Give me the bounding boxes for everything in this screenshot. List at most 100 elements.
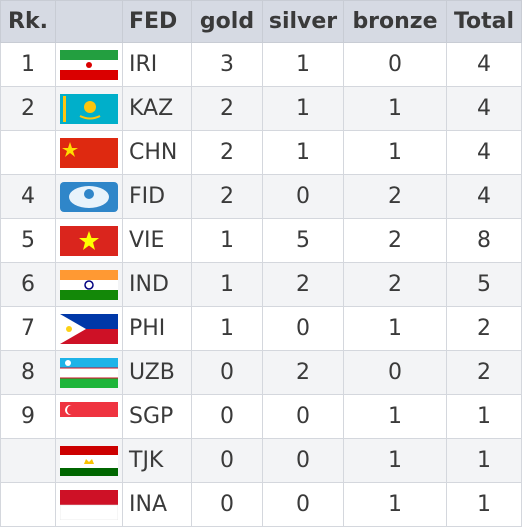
rank-cell — [0, 130, 56, 175]
flag-icon — [60, 137, 118, 168]
gold-cell: 0 — [191, 438, 263, 483]
flag-cell — [55, 482, 123, 527]
rank-cell — [0, 438, 56, 483]
flag-cell — [55, 130, 123, 175]
gold-cell: 2 — [191, 174, 263, 219]
fed-cell: PHI — [122, 306, 192, 351]
table-row: 8 UZB 0 2 0 2 — [0, 350, 522, 395]
rank-cell: 2 — [0, 86, 56, 131]
flag-icon — [60, 489, 118, 520]
rank-cell — [0, 482, 56, 527]
total-cell: 8 — [446, 218, 522, 263]
fed-cell: KAZ — [122, 86, 192, 131]
flag-cell — [55, 262, 123, 307]
flag-cell — [55, 438, 123, 483]
header-cell: gold — [191, 0, 263, 43]
table-row: 1 IRI 3 1 0 4 — [0, 42, 522, 87]
gold-cell: 2 — [191, 86, 263, 131]
bronze-cell: 1 — [343, 394, 447, 439]
header-row: Rk. FED gold silver bronze Total — [0, 0, 522, 43]
bronze-cell: 1 — [343, 438, 447, 483]
bronze-cell: 1 — [343, 306, 447, 351]
header-cell: Rk. — [0, 0, 56, 43]
flag-cell — [55, 86, 123, 131]
silver-cell: 0 — [262, 482, 344, 527]
bronze-cell: 1 — [343, 130, 447, 175]
fed-cell: FID — [122, 174, 192, 219]
total-cell: 4 — [446, 86, 522, 131]
gold-cell: 0 — [191, 350, 263, 395]
fed-cell: CHN — [122, 130, 192, 175]
total-cell: 4 — [446, 130, 522, 175]
bronze-cell: 0 — [343, 350, 447, 395]
gold-cell: 1 — [191, 306, 263, 351]
total-cell: 2 — [446, 350, 522, 395]
table-row: 5 VIE 1 5 2 8 — [0, 218, 522, 263]
total-cell: 1 — [446, 482, 522, 527]
total-cell: 2 — [446, 306, 522, 351]
flag-cell — [55, 394, 123, 439]
bronze-cell: 0 — [343, 42, 447, 87]
gold-cell: 3 — [191, 42, 263, 87]
silver-cell: 0 — [262, 306, 344, 351]
gold-cell: 2 — [191, 130, 263, 175]
silver-cell: 2 — [262, 262, 344, 307]
header-cell: FED — [122, 0, 192, 43]
table-row: 7 PHI 1 0 1 2 — [0, 306, 522, 351]
fed-cell: IRI — [122, 42, 192, 87]
silver-cell: 2 — [262, 350, 344, 395]
table-row: 9 SGP 0 0 1 1 — [0, 394, 522, 439]
flag-icon — [60, 49, 118, 80]
total-cell: 4 — [446, 174, 522, 219]
flag-icon — [60, 225, 118, 256]
silver-cell: 1 — [262, 86, 344, 131]
flag-icon — [60, 445, 118, 476]
bronze-cell: 1 — [343, 482, 447, 527]
medal-table: Rk. FED gold silver bronze Total 1 IRI 3 1 0… — [0, 0, 522, 527]
rank-cell: 1 — [0, 42, 56, 87]
total-cell: 1 — [446, 438, 522, 483]
gold-cell: 1 — [191, 262, 263, 307]
table-row: 2 KAZ 2 1 1 4 — [0, 86, 522, 131]
fed-cell: TJK — [122, 438, 192, 483]
fed-cell: VIE — [122, 218, 192, 263]
flag-icon — [60, 313, 118, 344]
gold-cell: 0 — [191, 394, 263, 439]
fed-cell: IND — [122, 262, 192, 307]
silver-cell: 0 — [262, 394, 344, 439]
table-row: 4 FID 2 0 2 4 — [0, 174, 522, 219]
flag-icon — [60, 93, 118, 124]
fed-cell: SGP — [122, 394, 192, 439]
header-cell — [55, 0, 123, 43]
gold-cell: 1 — [191, 218, 263, 263]
bronze-cell: 2 — [343, 174, 447, 219]
header-cell: bronze — [343, 0, 447, 43]
flag-cell — [55, 350, 123, 395]
silver-cell: 0 — [262, 174, 344, 219]
flag-cell — [55, 174, 123, 219]
silver-cell: 1 — [262, 42, 344, 87]
rank-cell: 9 — [0, 394, 56, 439]
total-cell: 5 — [446, 262, 522, 307]
rank-cell: 5 — [0, 218, 56, 263]
flag-icon — [60, 401, 118, 432]
rank-cell: 6 — [0, 262, 56, 307]
rank-cell: 8 — [0, 350, 56, 395]
flag-cell — [55, 218, 123, 263]
flag-icon — [60, 181, 118, 212]
rank-cell: 7 — [0, 306, 56, 351]
silver-cell: 1 — [262, 130, 344, 175]
table-body: 1 IRI 3 1 0 4 2 KAZ 2 1 1 4 CHN 2 1 1 4 4 FID 2 0 2 4 5 VIE 1 5 2 8 6… — [0, 42, 522, 527]
header-cell: Total — [446, 0, 522, 43]
fed-cell: INA — [122, 482, 192, 527]
rank-cell: 4 — [0, 174, 56, 219]
silver-cell: 5 — [262, 218, 344, 263]
total-cell: 1 — [446, 394, 522, 439]
bronze-cell: 2 — [343, 218, 447, 263]
table-row: INA 0 0 1 1 — [0, 482, 522, 527]
bronze-cell: 1 — [343, 86, 447, 131]
table-row: 6 IND 1 2 2 5 — [0, 262, 522, 307]
table-row: CHN 2 1 1 4 — [0, 130, 522, 175]
bronze-cell: 2 — [343, 262, 447, 307]
